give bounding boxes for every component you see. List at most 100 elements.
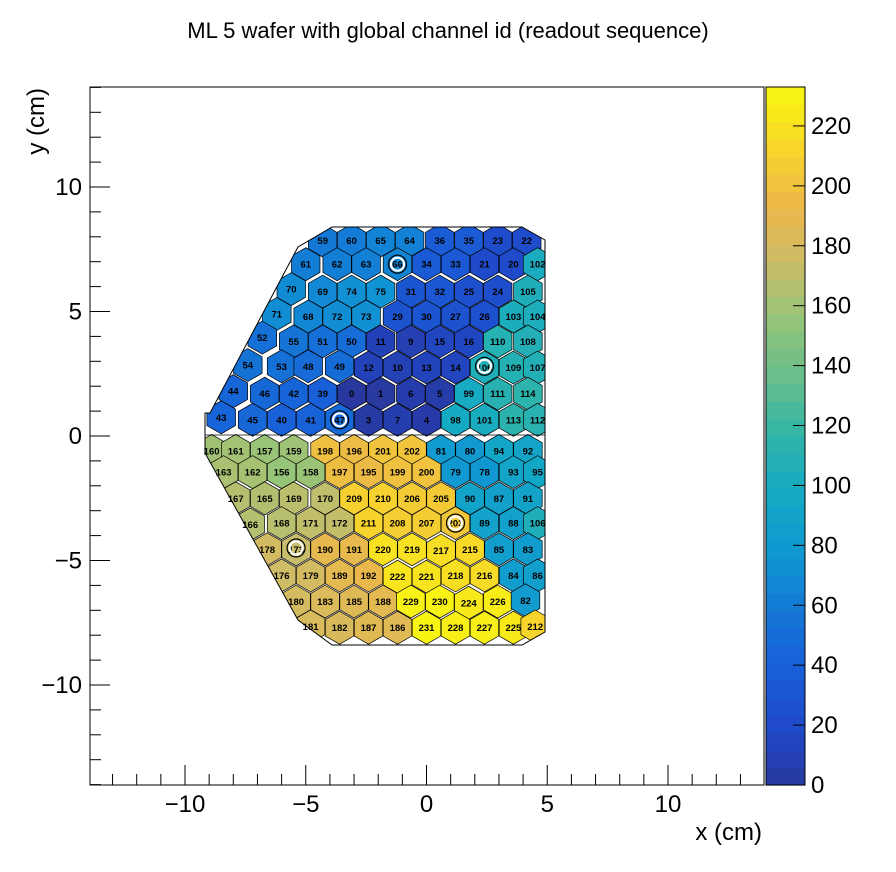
- cell-label-159: 159: [286, 446, 302, 457]
- hex-cell-45: [237, 402, 268, 437]
- cell-label-112: 112: [530, 415, 545, 426]
- cell-label-220: 220: [375, 545, 391, 556]
- cell-label-186: 186: [390, 623, 406, 634]
- cell-label-44: 44: [228, 387, 239, 398]
- cell-label-98: 98: [450, 415, 461, 426]
- colorbar-band: [766, 627, 805, 646]
- cell-label-197: 197: [332, 468, 348, 479]
- hex-cell-89: [469, 506, 500, 541]
- cell-label-35: 35: [464, 236, 475, 247]
- cell-label-81: 81: [436, 446, 447, 457]
- cell-label-111: 111: [490, 389, 506, 400]
- x-tick-label: 10: [655, 791, 682, 818]
- hex-cell-219: [397, 532, 427, 567]
- colorbar-band: [766, 453, 805, 472]
- cell-label-173: 173: [288, 545, 304, 556]
- calibration-cell-outer: [474, 356, 495, 376]
- calibration-cell-ring: [447, 515, 464, 531]
- cell-label-101: 101: [477, 415, 494, 426]
- cell-label-102: 102: [530, 260, 546, 271]
- cell-label-92: 92: [523, 446, 534, 457]
- hex-cell-14: [440, 350, 471, 385]
- cell-label-46: 46: [259, 389, 270, 400]
- hex-cell-199: [382, 455, 413, 490]
- hex-cell-229: [396, 584, 426, 619]
- cell-label-94: 94: [494, 446, 505, 457]
- colorbar-band: [766, 697, 805, 716]
- colorbar-band: [766, 121, 805, 140]
- calibration-cell-outer: [445, 513, 466, 533]
- hex-cell-34: [411, 247, 442, 282]
- cell-label-104: 104: [530, 312, 547, 323]
- cell-label-54: 54: [243, 361, 254, 372]
- cell-label-166: 166: [242, 520, 258, 531]
- cell-label-218: 218: [448, 571, 464, 582]
- calibration-cell-ring: [332, 412, 348, 428]
- cell-label-83: 83: [523, 545, 534, 556]
- cell-label-71: 71: [272, 310, 283, 321]
- cell-label-29: 29: [392, 312, 403, 323]
- hex-cell-111: [483, 376, 513, 411]
- cell-label-86: 86: [532, 571, 543, 582]
- cell-label-190: 190: [317, 545, 333, 556]
- cell-label-13: 13: [421, 363, 432, 374]
- colorbar-band: [766, 505, 805, 524]
- cell-label-11: 11: [376, 337, 387, 348]
- cell-label-21: 21: [479, 260, 490, 271]
- cell-label-224: 224: [461, 598, 478, 609]
- cell-label-47: 47: [334, 415, 345, 426]
- hex-cell-227: [469, 610, 500, 645]
- cell-label-167: 167: [228, 494, 244, 505]
- cell-label-4: 4: [424, 415, 430, 426]
- x-tick-label: −5: [292, 791, 319, 818]
- colorbar-band: [766, 191, 805, 210]
- cell-label-222: 222: [390, 572, 406, 583]
- cell-label-48: 48: [303, 362, 314, 373]
- hex-cell-33: [440, 247, 471, 282]
- cell-label-63: 63: [361, 260, 372, 271]
- cell-label-180: 180: [288, 597, 304, 608]
- hex-cell-7: [382, 402, 413, 437]
- colorbar-band: [766, 244, 805, 263]
- y-tick-label: 10: [55, 174, 82, 201]
- colorbar-band: [766, 156, 805, 175]
- hex-cell-47: [324, 402, 355, 437]
- cell-label-26: 26: [479, 312, 490, 323]
- colorbar-band: [766, 662, 805, 681]
- hex-cell-203: [440, 506, 471, 541]
- calibration-cell-outer: [286, 538, 306, 558]
- cell-label-88: 88: [508, 519, 519, 530]
- cell-label-72: 72: [332, 312, 343, 323]
- cell-label-5: 5: [437, 389, 443, 400]
- colorbar-band: [766, 418, 805, 437]
- colorbar-tick-label: 20: [811, 712, 838, 739]
- colorbar-band: [766, 278, 805, 297]
- cell-label-70: 70: [286, 285, 297, 296]
- cell-label-65: 65: [375, 236, 386, 247]
- cell-label-69: 69: [317, 287, 328, 298]
- hex-cell-179: [295, 558, 326, 593]
- hex-cell-215: [455, 532, 485, 567]
- cell-label-178: 178: [259, 545, 275, 556]
- cell-label-43: 43: [216, 413, 227, 424]
- cell-label-27: 27: [450, 312, 461, 323]
- cell-label-24: 24: [492, 287, 503, 298]
- hex-cell-171: [295, 506, 326, 541]
- colorbar: 0 20 40 60 80 100 120 140 160 180 200 220: [765, 86, 851, 799]
- cell-label-105: 105: [520, 287, 537, 298]
- cell-label-84: 84: [508, 571, 519, 582]
- cell-label-16: 16: [464, 337, 475, 348]
- cell-label-53: 53: [276, 362, 287, 373]
- hex-cell-63: [351, 247, 381, 282]
- colorbar-band: [766, 750, 805, 769]
- cell-label-36: 36: [435, 236, 446, 247]
- cell-label-198: 198: [317, 446, 333, 457]
- calibration-cell-outer: [387, 254, 408, 274]
- hex-cell-216: [469, 558, 500, 593]
- cell-label-219: 219: [404, 545, 420, 556]
- colorbar-band: [766, 523, 805, 542]
- hex-cell-5: [425, 376, 455, 411]
- cell-label-25: 25: [464, 287, 475, 298]
- colorbar-tick-label: 120: [811, 413, 851, 440]
